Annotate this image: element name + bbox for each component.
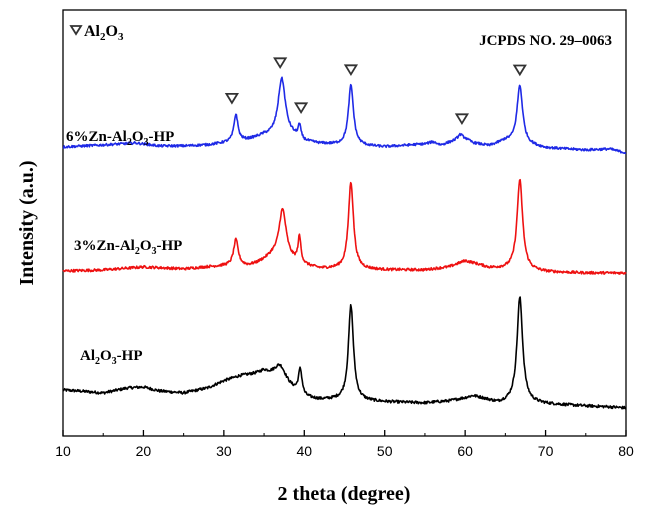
legend-triangle-icon xyxy=(69,25,83,36)
series-label-3zn: 3%Zn-Al2O3-HP xyxy=(74,238,182,257)
plot-frame xyxy=(62,9,627,437)
series-line-1 xyxy=(62,178,627,275)
x-tick-label-70: 70 xyxy=(538,443,554,459)
x-tick-label-80: 80 xyxy=(618,443,634,459)
x-axis-label: 2 theta (degree) xyxy=(278,483,411,505)
legend-label: Al2O3 xyxy=(84,23,124,43)
x-axis-ticks: 10 20 30 40 50 60 70 80 xyxy=(55,430,634,459)
series-layer xyxy=(62,76,627,410)
x-tick-label-10: 10 xyxy=(55,443,71,459)
series-label-6zn: 6%Zn-Al2O3-HP xyxy=(66,129,174,148)
series-label-al2o3: Al2O3-HP xyxy=(80,348,143,367)
phase-marker-icon-3 xyxy=(343,64,359,77)
plot-area xyxy=(62,9,627,437)
phase-markers xyxy=(224,57,527,126)
labels-layer: 2 theta (degree) Intensity (a.u.) JCPDS … xyxy=(16,23,612,505)
x-tick-label-20: 20 xyxy=(136,443,152,459)
legend: Al2O3 xyxy=(69,23,124,43)
series-line-2 xyxy=(62,76,627,155)
x-tick-label-30: 30 xyxy=(216,443,232,459)
series-line-0 xyxy=(62,296,627,410)
phase-marker-icon-4 xyxy=(454,113,470,126)
phase-marker-icon-2 xyxy=(293,102,309,115)
phase-marker-icon-0 xyxy=(224,93,240,105)
phase-marker-icon-5 xyxy=(512,64,527,77)
y-axis-label: Intensity (a.u.) xyxy=(16,160,38,285)
x-tick-label-50: 50 xyxy=(377,443,393,459)
x-tick-label-40: 40 xyxy=(296,443,312,459)
phase-marker-icon-1 xyxy=(273,57,288,70)
x-tick-label-60: 60 xyxy=(457,443,473,459)
reference-label: JCPDS NO. 29–0063 xyxy=(479,33,612,49)
